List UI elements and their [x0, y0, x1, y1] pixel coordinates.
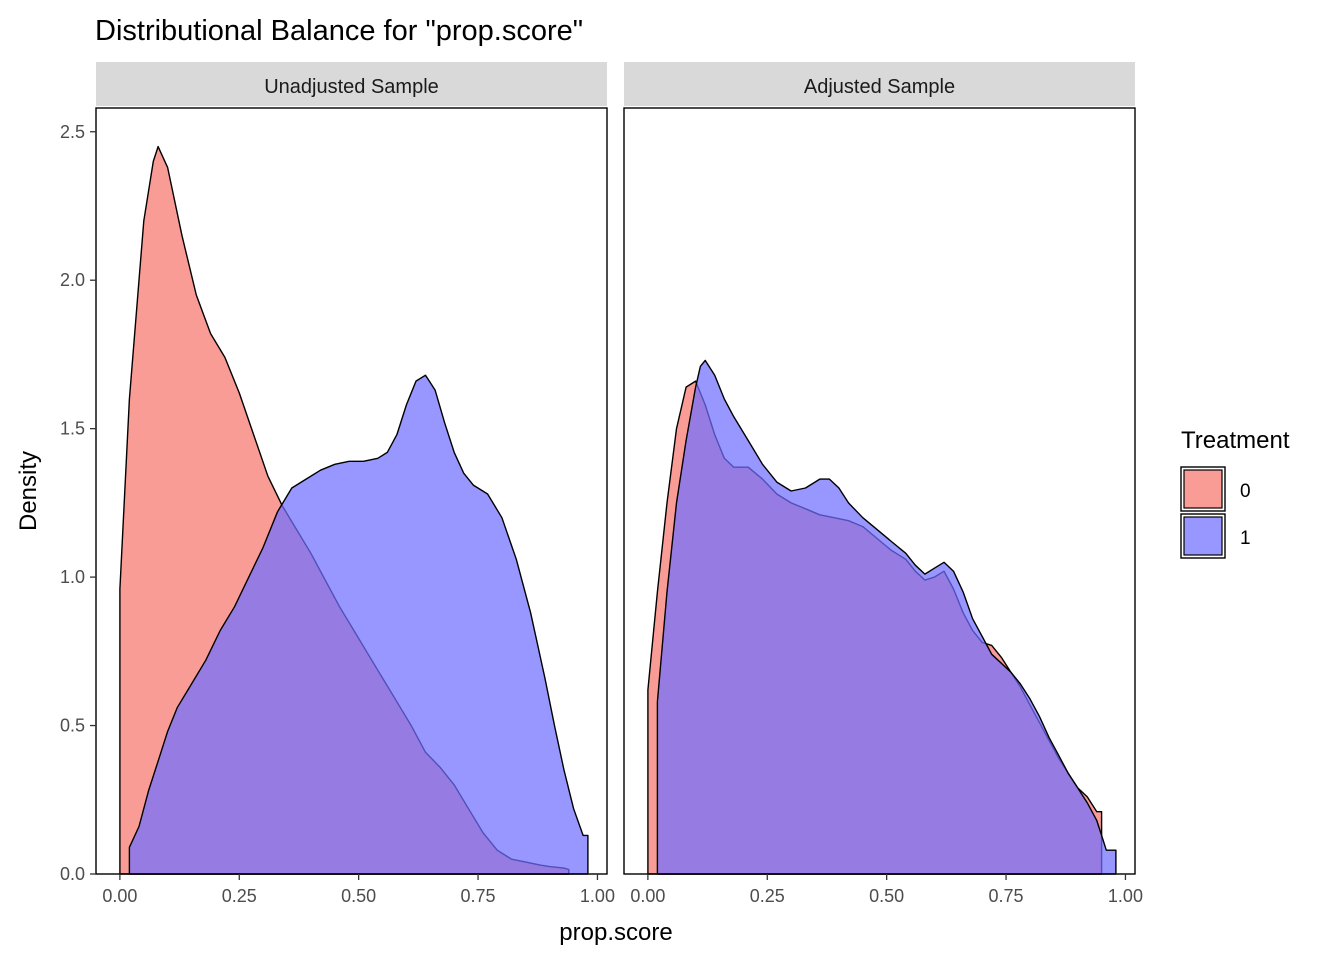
- y-tick-label: 1.0: [60, 567, 85, 587]
- y-tick-label: 2.0: [60, 270, 85, 290]
- facet-strip: [96, 62, 607, 106]
- x-axis-title: prop.score: [559, 919, 672, 946]
- facet-panel: Unadjusted Sample 0.00 0.25 0.50 0.75 1.00 0.0…: [60, 62, 615, 906]
- x-tick-label: 0.00: [102, 886, 137, 906]
- facet-panels: Unadjusted Sample 0.00 0.25 0.50 0.75 1.00 0.0…: [60, 62, 1143, 906]
- x-tick-label: 0.75: [989, 886, 1024, 906]
- x-tick-label: 0.00: [630, 886, 665, 906]
- legend-swatch: [1183, 469, 1223, 509]
- x-tick-label: 0.25: [750, 886, 785, 906]
- legend-swatch: [1183, 516, 1223, 556]
- x-tick-label: 0.25: [222, 886, 257, 906]
- x-tick-label: 0.50: [869, 886, 904, 906]
- facet-strip: [624, 62, 1135, 106]
- y-axis-title: Density: [15, 451, 42, 531]
- x-tick-label: 1.00: [580, 886, 615, 906]
- legend-label: 0: [1240, 481, 1251, 502]
- y-tick-label: 0.0: [60, 864, 85, 884]
- x-tick-label: 1.00: [1108, 886, 1143, 906]
- y-tick-label: 2.5: [60, 122, 85, 142]
- y-tick-label: 0.5: [60, 716, 85, 736]
- legend-label: 1: [1240, 528, 1251, 549]
- legend: Treatment 0 1: [1180, 427, 1290, 559]
- x-tick-label: 0.50: [341, 886, 376, 906]
- panel-border: [95, 107, 608, 875]
- facet-panel: Adjusted Sample 0.00 0.25 0.50 0.75 1.00: [623, 62, 1143, 906]
- legend-title: Treatment: [1181, 427, 1290, 454]
- panel-border: [623, 107, 1136, 875]
- x-tick-label: 0.75: [461, 886, 496, 906]
- chart-title: Distributional Balance for "prop.score": [95, 15, 583, 47]
- density-area-treatment-1: [656, 359, 1117, 875]
- density-area-treatment-1: [128, 374, 589, 875]
- facet-strip-label: Adjusted Sample: [804, 76, 955, 98]
- y-tick-label: 1.5: [60, 419, 85, 439]
- facet-strip-label: Unadjusted Sample: [264, 76, 439, 98]
